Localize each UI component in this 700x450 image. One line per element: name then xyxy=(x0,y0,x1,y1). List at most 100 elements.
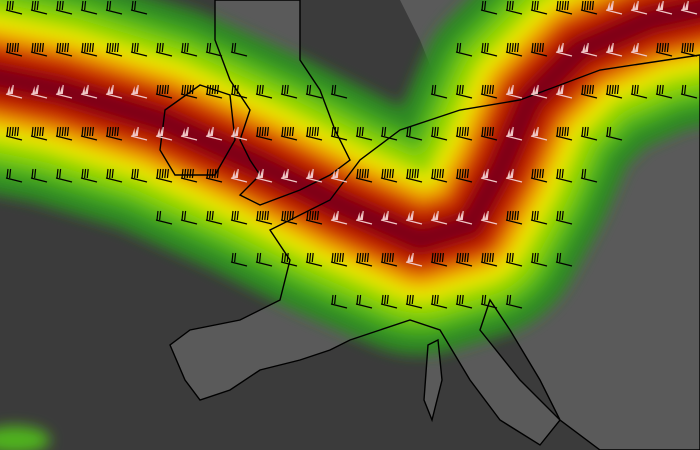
wind-barb xyxy=(55,0,73,15)
wind-barb xyxy=(5,168,23,183)
wind-barb xyxy=(355,126,373,141)
wind-barb xyxy=(205,168,223,183)
wind-barb xyxy=(305,168,323,183)
wind-barb xyxy=(180,210,198,225)
wind-barb xyxy=(205,126,223,141)
wind-barb xyxy=(230,42,248,57)
wind-barb xyxy=(80,168,98,183)
wind-barb xyxy=(130,84,148,99)
wind-barb xyxy=(505,126,523,141)
wind-barb xyxy=(330,210,348,225)
wind-barb xyxy=(505,210,523,225)
wind-barb xyxy=(205,210,223,225)
wind-barb xyxy=(330,252,348,267)
wind-barb xyxy=(155,42,173,57)
wind-barb xyxy=(80,0,98,15)
wind-barb xyxy=(30,42,48,57)
wind-barb xyxy=(105,126,123,141)
wind-barb xyxy=(555,126,573,141)
wind-barb xyxy=(405,210,423,225)
wind-barb xyxy=(380,210,398,225)
wind-barb xyxy=(455,294,473,309)
wind-barb xyxy=(455,84,473,99)
wind-barb xyxy=(555,84,573,99)
wind-barb xyxy=(80,126,98,141)
wind-barb xyxy=(105,42,123,57)
wind-barb xyxy=(105,84,123,99)
wind-barb xyxy=(680,42,698,57)
wind-barb xyxy=(230,168,248,183)
wind-barb xyxy=(280,252,298,267)
wind-barb xyxy=(255,168,273,183)
wind-barb xyxy=(205,42,223,57)
wind-barb xyxy=(55,84,73,99)
wind-barb xyxy=(605,84,623,99)
wind-barb xyxy=(530,84,548,99)
wind-barb xyxy=(430,294,448,309)
wind-barb xyxy=(680,0,698,15)
wind-barb xyxy=(555,252,573,267)
wind-barb xyxy=(530,210,548,225)
wind-barb xyxy=(80,42,98,57)
wind-barb xyxy=(455,252,473,267)
wind-barb xyxy=(155,126,173,141)
wind-barb xyxy=(405,168,423,183)
wind-barb xyxy=(55,168,73,183)
wind-barb xyxy=(430,168,448,183)
wind-barb xyxy=(330,126,348,141)
wind-barb xyxy=(480,210,498,225)
wind-barb xyxy=(130,126,148,141)
wind-barb xyxy=(280,84,298,99)
wind-barb xyxy=(630,0,648,15)
wind-speed-band xyxy=(0,426,50,450)
wind-barb xyxy=(555,42,573,57)
wind-barb xyxy=(505,168,523,183)
wind-barb xyxy=(105,0,123,15)
wind-barb xyxy=(480,84,498,99)
wind-barb xyxy=(505,0,523,15)
wind-barb xyxy=(505,84,523,99)
coastline xyxy=(214,0,351,206)
wind-barb xyxy=(255,84,273,99)
wind-barbs xyxy=(5,0,698,309)
wind-barb xyxy=(655,84,673,99)
wind-barb xyxy=(530,126,548,141)
wind-barb xyxy=(5,126,23,141)
wind-barb xyxy=(255,252,273,267)
wind-barb xyxy=(505,252,523,267)
wind-barb xyxy=(180,42,198,57)
wind-barb xyxy=(280,126,298,141)
wind-barb xyxy=(30,84,48,99)
wind-barb xyxy=(605,42,623,57)
wind-barb xyxy=(455,42,473,57)
wind-barb xyxy=(455,168,473,183)
wind-barb xyxy=(305,126,323,141)
wind-barb xyxy=(555,210,573,225)
wind-barb xyxy=(405,294,423,309)
coastline xyxy=(423,338,443,423)
wind-barb xyxy=(355,168,373,183)
wind-barb xyxy=(305,252,323,267)
wind-barb xyxy=(355,252,373,267)
wind-barb xyxy=(480,168,498,183)
wind-barb xyxy=(505,294,523,309)
wind-barb xyxy=(480,252,498,267)
wind-barb xyxy=(630,42,648,57)
wind-barb xyxy=(355,210,373,225)
wind-barb xyxy=(430,210,448,225)
wind-barb xyxy=(30,0,48,15)
wind-barb xyxy=(505,42,523,57)
wind-barb xyxy=(330,294,348,309)
wind-barb xyxy=(430,84,448,99)
wind-barb xyxy=(580,168,598,183)
wind-barb xyxy=(605,0,623,15)
wind-barb xyxy=(480,42,498,57)
wind-barb xyxy=(280,210,298,225)
wind-barb xyxy=(680,84,698,99)
wind-barb xyxy=(30,126,48,141)
wind-barb xyxy=(5,84,23,99)
wind-barb xyxy=(105,168,123,183)
wind-barb xyxy=(655,0,673,15)
wind-barb xyxy=(180,126,198,141)
